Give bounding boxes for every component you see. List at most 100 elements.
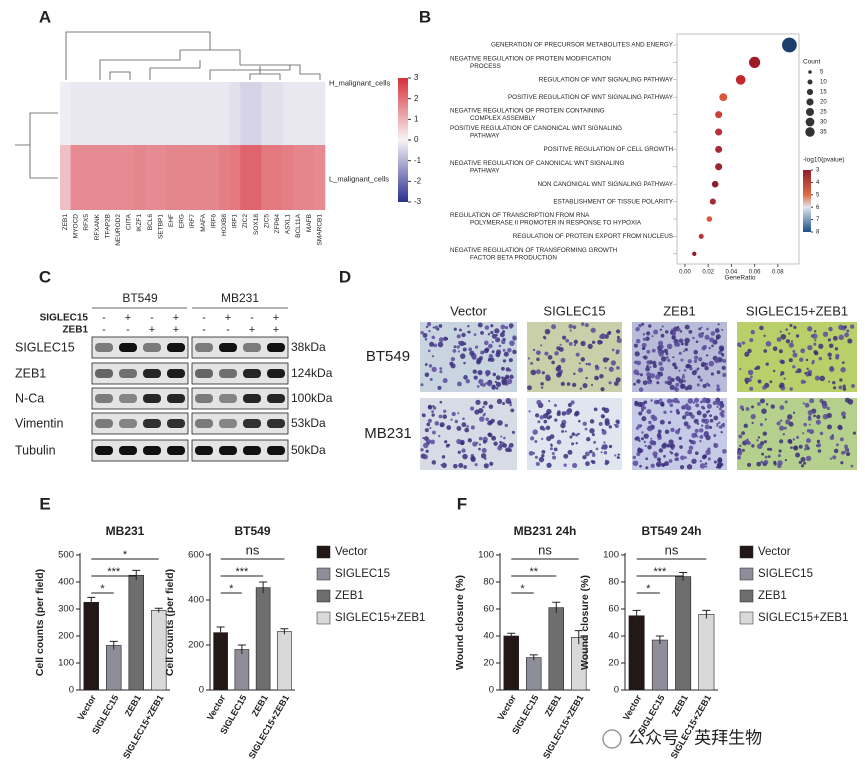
- blot-band: [243, 446, 261, 455]
- cell: [763, 349, 768, 353]
- heat-cell: [229, 82, 241, 145]
- cell: [683, 379, 687, 383]
- cell: [841, 361, 845, 364]
- panel-label: D: [339, 267, 351, 286]
- cell: [551, 324, 557, 330]
- cell: [566, 382, 571, 386]
- cell: [476, 385, 480, 388]
- heat-cell: [113, 145, 124, 210]
- blot-band: [219, 369, 237, 378]
- cell: [508, 323, 514, 329]
- cell: [696, 410, 702, 416]
- cell: [467, 324, 470, 328]
- cell: [839, 378, 843, 382]
- cell: [816, 414, 821, 419]
- error-bar: [259, 581, 268, 594]
- cell: [432, 406, 437, 410]
- heat-cell: [303, 82, 315, 145]
- cell: [589, 419, 595, 424]
- cell: [577, 432, 580, 436]
- cell: [684, 324, 690, 330]
- term-label: ESTABLISHMENT OF TISSUE POLARITY: [553, 198, 673, 205]
- cell: [646, 360, 651, 365]
- cell: [694, 397, 700, 403]
- cell: [664, 429, 670, 435]
- treatment-sign: -: [250, 312, 254, 324]
- cell: [491, 435, 497, 441]
- legend-label: SIGLEC15: [335, 568, 390, 580]
- cell: [540, 382, 544, 386]
- cell: [646, 349, 651, 354]
- cell: [547, 355, 553, 360]
- dot: [782, 37, 797, 53]
- chart-title: MB231: [106, 524, 145, 538]
- panel-label: A: [39, 7, 51, 26]
- treatment-sign: +: [249, 324, 255, 336]
- cell: [713, 460, 717, 464]
- legend-swatch: [739, 589, 754, 603]
- cell: [568, 342, 573, 346]
- cell: [554, 351, 559, 356]
- cell: [457, 350, 461, 353]
- x-tick-label: 0.04: [726, 270, 738, 276]
- cell: [573, 343, 577, 347]
- cell: [659, 366, 665, 372]
- heat-cell: [219, 145, 230, 210]
- y-axis-label: Cell counts (per field): [164, 569, 176, 676]
- cell: [811, 361, 815, 365]
- y-tick-label: 20: [483, 658, 494, 669]
- cell: [422, 437, 425, 440]
- cell: [807, 326, 813, 332]
- error-bar: [280, 628, 289, 635]
- cell: [441, 462, 447, 468]
- legend-label: ZEB1: [335, 590, 364, 602]
- cell: [703, 454, 706, 458]
- cell: [695, 340, 699, 344]
- cell: [582, 455, 587, 460]
- cell: [642, 332, 646, 336]
- cell: [604, 459, 608, 462]
- cell: [779, 382, 785, 388]
- bar: [675, 576, 692, 691]
- term-label: REGULATION OF WNT SIGNALING PATHWAY: [539, 76, 674, 83]
- cell: [446, 425, 452, 430]
- cell: [760, 460, 764, 464]
- cell: [616, 366, 620, 370]
- cell: [591, 433, 595, 437]
- cell: [575, 352, 580, 357]
- chart-title: BT549 24h: [641, 524, 701, 538]
- cell: [687, 398, 694, 404]
- cell: [716, 387, 721, 392]
- cell: [716, 424, 719, 427]
- cell: [804, 444, 809, 449]
- cell: [701, 418, 706, 423]
- blot-band: [219, 419, 237, 428]
- cell: [542, 427, 546, 431]
- cell: [684, 423, 688, 427]
- cell: [603, 441, 606, 444]
- protein-size: 53kDa: [291, 416, 326, 430]
- color-key-label: 7: [816, 217, 820, 223]
- heat-cell: [176, 145, 188, 210]
- cell: [641, 322, 645, 326]
- cell: [509, 340, 515, 346]
- cell: [700, 405, 705, 409]
- cell: [437, 385, 442, 390]
- cell: [739, 367, 742, 371]
- cell: [663, 410, 667, 414]
- y-tick-label: 60: [483, 604, 494, 615]
- cell: [602, 444, 608, 450]
- cell: [476, 441, 479, 444]
- cell: [784, 400, 788, 404]
- chart-title: BT549: [234, 524, 270, 538]
- cell: [744, 351, 750, 357]
- cell: [535, 369, 541, 375]
- column-label: IRF1: [232, 214, 239, 228]
- cell: [602, 357, 609, 363]
- size-key-label: 20: [820, 100, 827, 106]
- cell: [567, 449, 573, 455]
- cell: [439, 367, 443, 370]
- cell: [686, 424, 691, 430]
- cell: [717, 457, 723, 462]
- cell: [717, 323, 720, 326]
